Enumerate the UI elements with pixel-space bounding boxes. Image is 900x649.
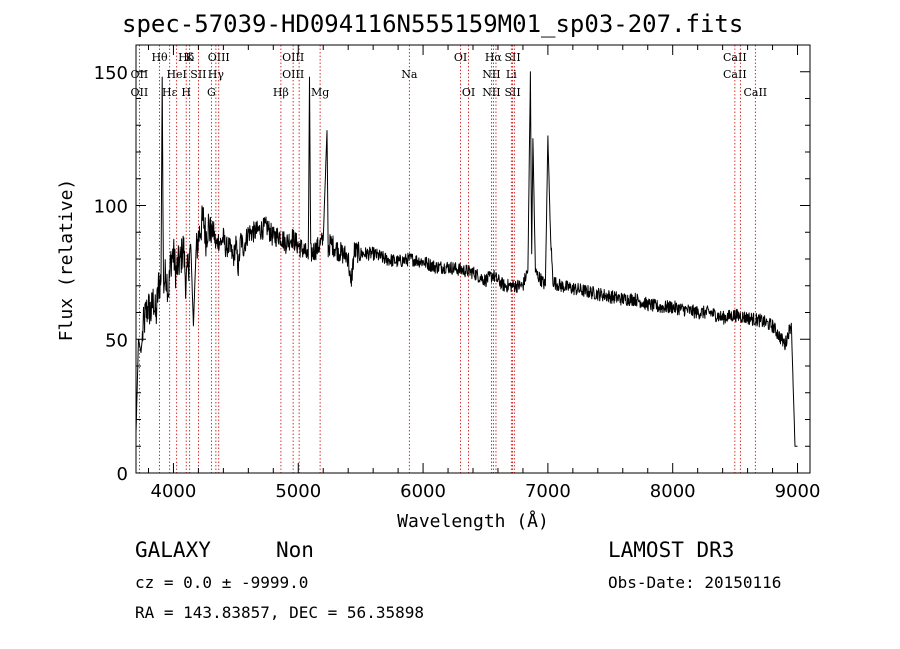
- spectral-line-label: G: [207, 86, 216, 99]
- redshift-readout: cz = 0.0 ± -9999.0: [135, 573, 309, 592]
- spectral-line-label: SII: [504, 86, 520, 99]
- spectral-line-label: Na: [401, 68, 418, 81]
- spectral-line-labels: OIIOIIHθHεHeIHδHKSIIGHγOIIIHβOIIIOIIIMgN…: [131, 51, 768, 99]
- coordinates-readout: RA = 143.83857, DEC = 56.35898: [135, 603, 424, 622]
- spectral-line-label: OIII: [208, 51, 230, 64]
- obs-date: Obs-Date: 20150116: [608, 573, 782, 592]
- spectral-line-label: H: [181, 86, 191, 99]
- y-tick-label: 100: [94, 197, 128, 218]
- y-tick-label: 0: [117, 464, 128, 485]
- spectral-line-label: SII: [190, 68, 206, 81]
- spectral-line-label: OI: [454, 51, 467, 64]
- spectral-line-markers: [138, 45, 756, 473]
- spectral-line-label: Li: [506, 68, 517, 81]
- spectral-line-label: Hα: [485, 51, 503, 64]
- x-tick-label: 4000: [151, 481, 197, 502]
- spectral-line-label: OII: [131, 86, 149, 99]
- y-axis-ticks: 0 50 100 150: [94, 44, 810, 485]
- spectral-line-label: OIII: [282, 51, 304, 64]
- spectral-line-label: Hε: [162, 86, 178, 99]
- y-tick-label: 150: [94, 63, 128, 84]
- spectral-line-label: Hδ: [178, 51, 195, 64]
- spectral-line-label: OI: [462, 86, 475, 99]
- object-subclass: Non: [276, 538, 314, 562]
- spectral-line-label: SII: [504, 51, 520, 64]
- spectral-line-label: Hθ: [151, 51, 168, 64]
- spectral-line-label: K: [186, 51, 195, 64]
- object-class: GALAXY: [135, 538, 211, 562]
- y-axis-label: Flux (relative): [56, 179, 77, 342]
- spectral-line-label: CaII: [723, 51, 747, 64]
- x-tick-label: 8000: [650, 481, 696, 502]
- spectral-line-label: Mg: [311, 86, 329, 99]
- survey-name: LAMOST DR3: [608, 538, 735, 562]
- spectral-line-label: CaII: [723, 68, 747, 81]
- spectrum-series-line: [135, 71, 798, 447]
- x-tick-label: 5000: [275, 481, 321, 502]
- spectral-line-label: NII: [482, 86, 500, 99]
- chart-title: spec-57039-HD094116N555159M01_sp03-207.f…: [122, 10, 744, 38]
- spectral-line-label: OIII: [282, 68, 304, 81]
- x-tick-label: 7000: [525, 481, 571, 502]
- spectral-line-label: Hβ: [273, 86, 289, 99]
- x-tick-label: 6000: [400, 481, 446, 502]
- spectral-line-label: Hγ: [208, 68, 225, 81]
- y-tick-label: 50: [105, 330, 128, 351]
- spectral-line-label: CaII: [743, 86, 767, 99]
- spectral-line-label: OII: [131, 68, 149, 81]
- x-axis-label: Wavelength (Å): [397, 510, 549, 532]
- x-tick-label: 9000: [775, 481, 821, 502]
- x-axis-ticks: 4000 5000 6000 7000 8000 9000: [147, 45, 821, 502]
- spectral-line-label: HeI: [166, 68, 186, 81]
- spectral-line-label: NII: [482, 68, 500, 81]
